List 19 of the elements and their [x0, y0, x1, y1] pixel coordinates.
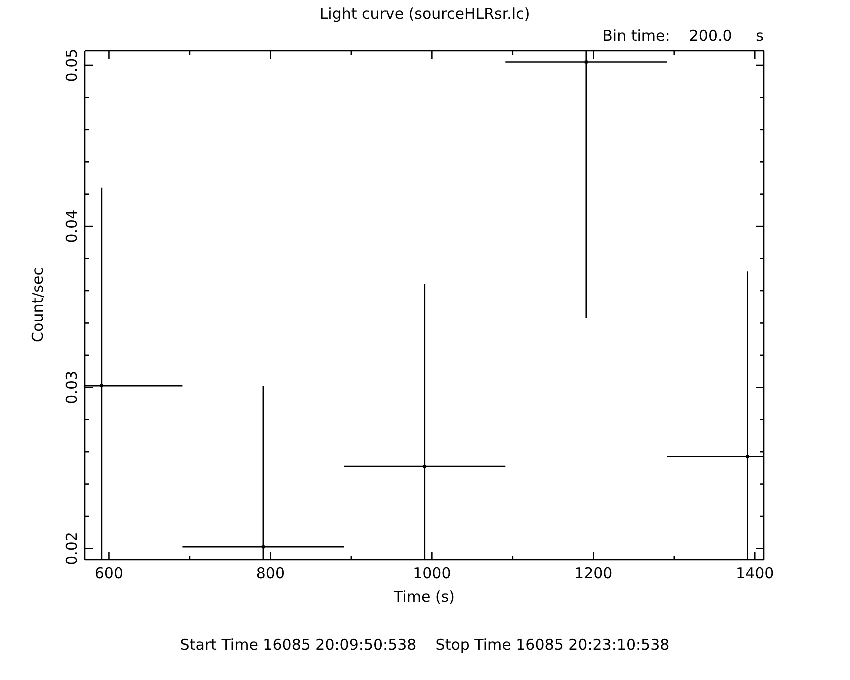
y-tick-label: 0.05: [63, 48, 81, 82]
y-tick-label: 0.02: [63, 532, 81, 566]
text: Bin time: 200.0 s: [602, 27, 764, 45]
point: [100, 384, 104, 388]
text: Start Time 16085 20:09:50:538 Stop Time 16085 20:23:10:538: [179, 636, 671, 654]
y-axis-title: Count/sec: [29, 268, 47, 342]
y-tick-label: 0.03: [63, 370, 81, 404]
chart-title: Light curve (sourceHLRsr.lc): [318, 5, 532, 23]
point: [584, 60, 588, 64]
x-tick-label: 1200: [574, 564, 613, 583]
x-tick-label: 1400: [736, 564, 774, 583]
point: [746, 455, 750, 458]
y-tick-label: 0.04: [63, 210, 81, 244]
point: [262, 546, 265, 549]
x-tick-label: 800: [256, 564, 286, 583]
x-tick-label: 1000: [413, 564, 452, 583]
x-tick-label: 600: [94, 564, 124, 583]
x-axis-title: Time (s): [393, 588, 456, 606]
point: [423, 465, 426, 468]
